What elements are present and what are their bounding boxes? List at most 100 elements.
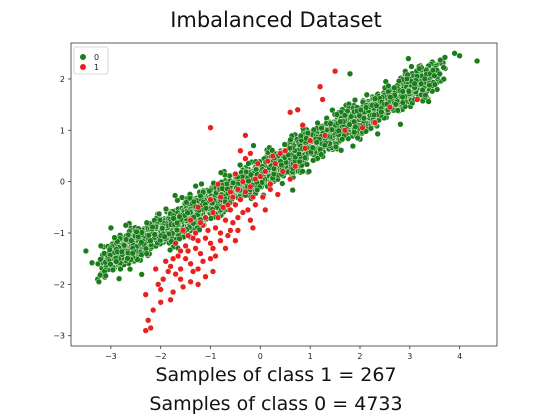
class-0-point bbox=[304, 129, 311, 137]
class-0-point bbox=[176, 213, 183, 220]
class-1-point bbox=[292, 163, 299, 170]
class-1-point bbox=[217, 237, 224, 244]
class-1-point bbox=[189, 268, 197, 275]
class-1-point bbox=[321, 132, 329, 139]
class-0-point bbox=[289, 186, 296, 194]
class-1-point bbox=[145, 317, 152, 324]
class-1-point bbox=[359, 124, 366, 131]
class-1-point bbox=[249, 224, 257, 232]
class-1-point bbox=[287, 109, 294, 116]
class-0-point bbox=[299, 168, 306, 175]
class-1-point bbox=[142, 327, 149, 334]
class-1-point bbox=[239, 178, 247, 185]
class-1-point bbox=[207, 255, 214, 262]
class-1-point bbox=[371, 119, 379, 126]
class-1-point bbox=[177, 265, 184, 273]
class-0-point bbox=[416, 65, 423, 72]
class-0-point bbox=[138, 271, 145, 278]
class-1-point bbox=[227, 188, 234, 196]
y-tick-label: 0 bbox=[60, 178, 65, 187]
class-0-point bbox=[107, 261, 114, 268]
class-0-point bbox=[314, 119, 321, 127]
class-0-point bbox=[186, 195, 193, 202]
class-1-point bbox=[194, 265, 202, 273]
class-1-point bbox=[234, 227, 242, 234]
class-1-point bbox=[222, 245, 229, 252]
class-1-point bbox=[207, 124, 214, 131]
class-1-point bbox=[184, 247, 192, 255]
class-0-point bbox=[372, 95, 379, 102]
class-0-point bbox=[281, 141, 288, 148]
class-1-point bbox=[302, 145, 309, 152]
class-1-point bbox=[267, 186, 274, 193]
class-1-point bbox=[187, 217, 194, 224]
class-1-point bbox=[167, 296, 174, 303]
class-0-point bbox=[309, 144, 316, 151]
plot-frame bbox=[70, 42, 498, 347]
class-0-point bbox=[350, 118, 358, 125]
class-0-point bbox=[321, 141, 328, 149]
class-1-point bbox=[272, 160, 279, 167]
legend-label-1: 1 bbox=[94, 63, 99, 72]
class-0-point bbox=[171, 192, 179, 199]
class-0-point bbox=[327, 120, 334, 127]
class-1-point bbox=[217, 229, 224, 237]
class-0-point bbox=[357, 106, 364, 114]
class-1-point bbox=[319, 96, 326, 103]
x-tick-label: 2 bbox=[357, 352, 362, 361]
class-1-point bbox=[212, 252, 219, 260]
class-0-point bbox=[170, 215, 177, 222]
x-tick-label: 4 bbox=[457, 352, 462, 361]
class-0-point bbox=[422, 91, 429, 99]
legend-label-0: 0 bbox=[94, 53, 99, 62]
class-0-point bbox=[337, 118, 344, 125]
class-1-point bbox=[227, 206, 234, 214]
class-1-point bbox=[227, 227, 234, 234]
class-1-point bbox=[331, 68, 339, 75]
class-0-point bbox=[149, 223, 156, 231]
class-0-point bbox=[161, 233, 168, 240]
class-1-point bbox=[197, 219, 204, 226]
class-0-point bbox=[399, 93, 406, 101]
class-0-point bbox=[217, 169, 225, 176]
legend-box bbox=[73, 46, 109, 75]
class-1-point bbox=[232, 237, 239, 244]
class-0-point bbox=[332, 143, 340, 150]
class-1-point bbox=[259, 193, 266, 201]
class-0-point bbox=[431, 81, 439, 88]
class-1-point bbox=[299, 122, 306, 129]
class-0-point bbox=[328, 126, 336, 133]
class-1-point bbox=[179, 283, 187, 291]
class-1-point bbox=[224, 232, 232, 239]
class-0-point bbox=[113, 258, 120, 265]
x-tick-label: −1 bbox=[205, 352, 217, 361]
class-1-point bbox=[274, 191, 281, 198]
class-0-point bbox=[254, 186, 261, 194]
class-0-point bbox=[339, 136, 346, 143]
class-0-point bbox=[173, 219, 181, 227]
class-1-point bbox=[207, 196, 214, 203]
class-0-point bbox=[391, 84, 398, 91]
class-1-point bbox=[207, 240, 214, 247]
class-0-point bbox=[250, 142, 257, 149]
class-0-point bbox=[395, 77, 403, 85]
class-1-point bbox=[242, 155, 249, 162]
class-1-point bbox=[157, 286, 164, 293]
class-0-point bbox=[247, 171, 255, 178]
class-1-point bbox=[150, 306, 157, 314]
class-0-point bbox=[333, 111, 341, 118]
class-1-point bbox=[316, 83, 324, 90]
class-1-point bbox=[214, 181, 222, 188]
class-0-point bbox=[305, 168, 313, 175]
class-1-point bbox=[172, 240, 179, 247]
class-1-point bbox=[242, 132, 249, 139]
class-0-point bbox=[129, 250, 136, 257]
class-0-point bbox=[473, 57, 481, 65]
class-0-point bbox=[270, 170, 277, 178]
class-0-point bbox=[436, 70, 443, 77]
class-0-point bbox=[97, 242, 105, 250]
class-1-point bbox=[189, 235, 197, 242]
class-1-point bbox=[294, 106, 301, 113]
class-0-point bbox=[236, 161, 244, 169]
